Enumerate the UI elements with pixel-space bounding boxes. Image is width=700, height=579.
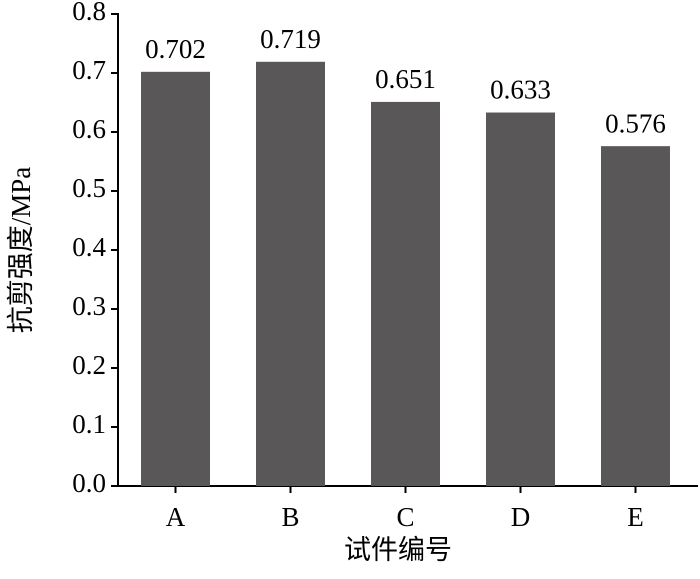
bar: [141, 71, 210, 486]
value-label: 0.576: [605, 108, 666, 138]
bar: [601, 146, 670, 486]
y-tick-label: 0.3: [72, 291, 106, 321]
x-tick-label: E: [627, 502, 644, 532]
y-tick-label: 0.0: [72, 468, 106, 498]
value-label: 0.633: [490, 75, 551, 105]
y-tick-label: 0.5: [72, 173, 106, 203]
x-tick-label: B: [281, 502, 299, 532]
x-axis-label: 试件编号: [344, 535, 452, 565]
y-tick-label: 0.6: [72, 114, 106, 144]
bar: [486, 112, 555, 486]
y-tick-label: 0.7: [72, 55, 106, 85]
value-label: 0.702: [145, 34, 206, 64]
bar: [256, 61, 325, 486]
y-tick-label: 0.2: [72, 350, 106, 380]
value-label: 0.719: [260, 24, 321, 54]
y-tick-label: 0.1: [72, 409, 106, 439]
x-tick-label: A: [166, 502, 186, 532]
y-tick-label: 0.8: [72, 0, 106, 26]
y-tick-label: 0.4: [72, 232, 106, 262]
bar: [371, 101, 440, 486]
y-axis-label: 抗剪强度/MPa: [6, 167, 36, 334]
value-label: 0.651: [375, 64, 436, 94]
x-tick-label: C: [396, 502, 414, 532]
x-tick-label: D: [511, 502, 531, 532]
